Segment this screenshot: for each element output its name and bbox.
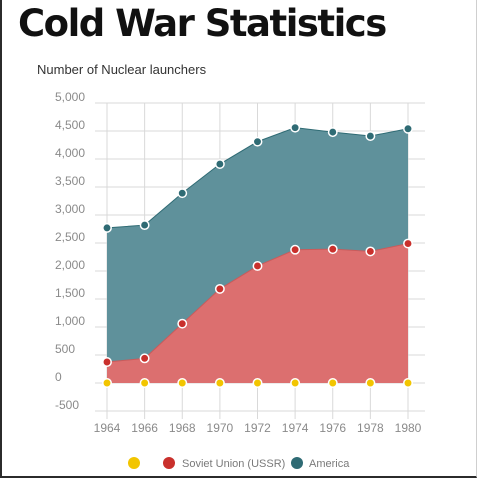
america-point[interactable] [403,123,413,134]
y-axis-label: Number of Nuclear launchers [37,62,207,77]
america-area [107,127,408,362]
y-tick-label: 0 [55,370,62,384]
y-tick-label: 2,000 [55,258,85,272]
legend-marker-ussr[interactable] [163,457,175,469]
y-tick-label: 1,000 [55,314,85,328]
zero-series-point[interactable] [290,378,301,388]
zero-series-point[interactable] [102,378,112,388]
y-tick-label: 4,500 [55,118,85,132]
america-point[interactable] [214,159,225,169]
america-point[interactable] [102,222,112,233]
y-tick-label: 3,500 [55,174,85,188]
zero-series-point[interactable] [403,378,413,388]
ussr-point[interactable] [290,244,301,255]
zero-series-point[interactable] [177,378,188,388]
ussr-point[interactable] [139,353,150,364]
y-tick-label: 5,000 [55,90,85,104]
y-tick-label: 1,500 [55,286,85,300]
legend-label-ussr[interactable]: Soviet Union (USSR) [182,458,285,470]
america-point[interactable] [365,131,376,141]
legend-marker-zero-series[interactable] [128,457,140,469]
zero-series-point[interactable] [252,378,263,388]
legend-marker-america[interactable] [291,457,303,469]
ussr-point[interactable] [403,238,413,249]
x-tick-label: 1978 [357,421,384,435]
america-point[interactable] [290,122,301,133]
america-point[interactable] [252,136,263,147]
x-tick-label: 1964 [94,421,121,435]
x-tick-label: 1968 [169,421,196,435]
america-point[interactable] [139,220,150,231]
x-tick-label: 1966 [131,421,158,435]
y-tick-label: 4,000 [55,146,85,160]
ussr-point[interactable] [102,357,112,367]
x-tick-label: 1970 [207,421,234,435]
y-tick-label: 500 [55,342,75,356]
america-point[interactable] [327,127,338,138]
page-title: Cold War Statistics [18,2,387,45]
ussr-point[interactable] [252,261,263,271]
x-tick-label: 1974 [282,421,309,435]
y-tick-label: -500 [55,398,79,412]
x-tick-label: 1976 [319,421,346,435]
zero-series-point[interactable] [365,378,376,388]
ussr-point[interactable] [365,246,376,257]
ussr-point[interactable] [214,283,225,294]
ussr-point[interactable] [177,318,188,329]
legend-label-america[interactable]: America [309,458,350,470]
zero-series-point[interactable] [214,378,225,388]
y-tick-label: 3,000 [55,202,85,216]
y-tick-label: 2,500 [55,230,85,244]
ussr-area [107,243,408,383]
x-tick-label: 1980 [395,421,422,435]
america-point[interactable] [177,188,188,199]
x-tick-label: 1972 [244,421,271,435]
zero-series-point[interactable] [139,378,150,388]
ussr-point[interactable] [327,244,338,255]
zero-series-point[interactable] [327,378,338,388]
